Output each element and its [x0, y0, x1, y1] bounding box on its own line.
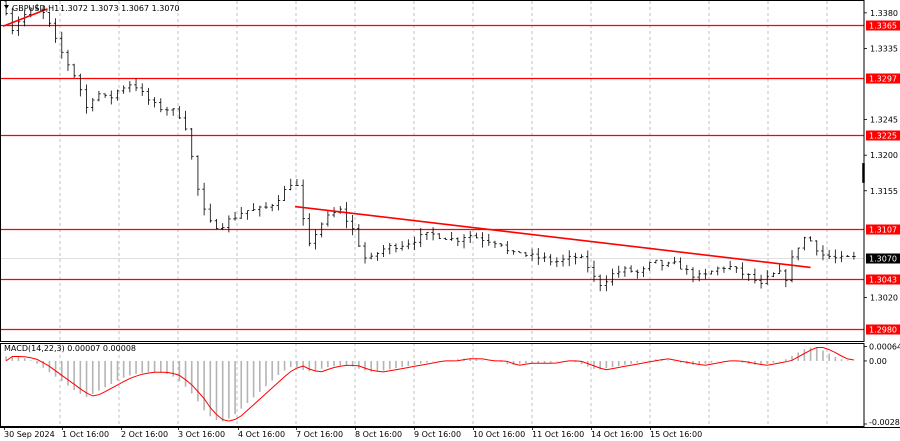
level-price-label-bg: [866, 73, 900, 84]
symbol-label: GBPUSD,H1: [12, 4, 59, 13]
price-axis: 1.3380 1.3335 1.3245 1.3200 1.3155 1.3020 1.33…: [864, 9, 900, 427]
macd-tick-label: 0.00: [869, 357, 887, 366]
time-tick-label: 7 Oct 16:00: [296, 430, 343, 439]
level-price-label-bg: [866, 130, 900, 141]
early-trendline[interactable]: [2, 8, 48, 28]
level-price-label: 1.2980: [869, 326, 897, 335]
price-candles: [4, 0, 856, 292]
time-tick-label: 15 Oct 16:00: [650, 430, 702, 439]
time-tick-label: 1 Oct 16:00: [62, 430, 109, 439]
price-tick-label: 1.3245: [870, 116, 898, 125]
chevron-down-icon[interactable]: [4, 5, 9, 9]
time-tick-label: 4 Oct 16:00: [238, 430, 285, 439]
price-tick-label: 1.3335: [870, 44, 898, 53]
price-tick-label: 1.3380: [870, 9, 898, 18]
level-price-label-bg: [866, 20, 900, 31]
level-price-label-bg: [866, 224, 900, 235]
time-tick-label: 2 Oct 16:00: [121, 430, 168, 439]
price-tick-label: 1.3020: [870, 294, 898, 303]
macd-tick-label: 0.00064: [869, 343, 900, 352]
macd-pane-border: [0, 343, 865, 427]
macd-label: MACD(14,22,3) 0.00007 0.00008: [4, 344, 136, 353]
macd-signal-line: [5, 347, 854, 422]
horizontal-levels: [0, 24, 864, 331]
time-tick-label: 3 Oct 16:00: [178, 430, 225, 439]
time-tick-label: 11 Oct 16:00: [532, 430, 584, 439]
price-tick-label: 1.3155: [870, 187, 898, 196]
time-axis: 30 Sep 2024 1 Oct 16:00 2 Oct 16:00 3 Oct 1…: [4, 427, 702, 439]
macd-tick-label: -0.00281: [869, 418, 900, 427]
time-tick-label: 14 Oct 16:00: [591, 430, 643, 439]
chart-grid: [59, 1, 828, 426]
level-price-label: 1.3043: [869, 276, 897, 285]
time-tick-label: 8 Oct 16:00: [355, 430, 402, 439]
time-tick-label: 9 Oct 16:00: [414, 430, 461, 439]
level-price-label-bg: [866, 274, 900, 285]
chart-frame: [0, 0, 900, 428]
level-price-label: 1.3107: [869, 226, 897, 235]
current-price-label-bg: [866, 253, 900, 264]
price-tick-label: 1.3200: [870, 151, 898, 160]
descending-trendline[interactable]: [294, 205, 811, 269]
trendlines: [2, 8, 811, 269]
chart-header: GBPUSD,H1 1.3072 1.3073 1.3067 1.3070: [4, 4, 180, 13]
current-price-label: 1.3070: [869, 255, 897, 264]
time-tick-label: 10 Oct 16:00: [473, 430, 525, 439]
ohlc-values: 1.3072 1.3073 1.3067 1.3070: [60, 4, 180, 13]
level-price-label-bg: [866, 324, 900, 335]
level-price-label: 1.3225: [869, 132, 897, 141]
level-price-label: 1.3365: [869, 22, 897, 31]
macd-histogram: [5, 347, 854, 422]
level-price-label: 1.3297: [869, 75, 897, 84]
time-tick-label: 30 Sep 2024: [4, 430, 55, 439]
